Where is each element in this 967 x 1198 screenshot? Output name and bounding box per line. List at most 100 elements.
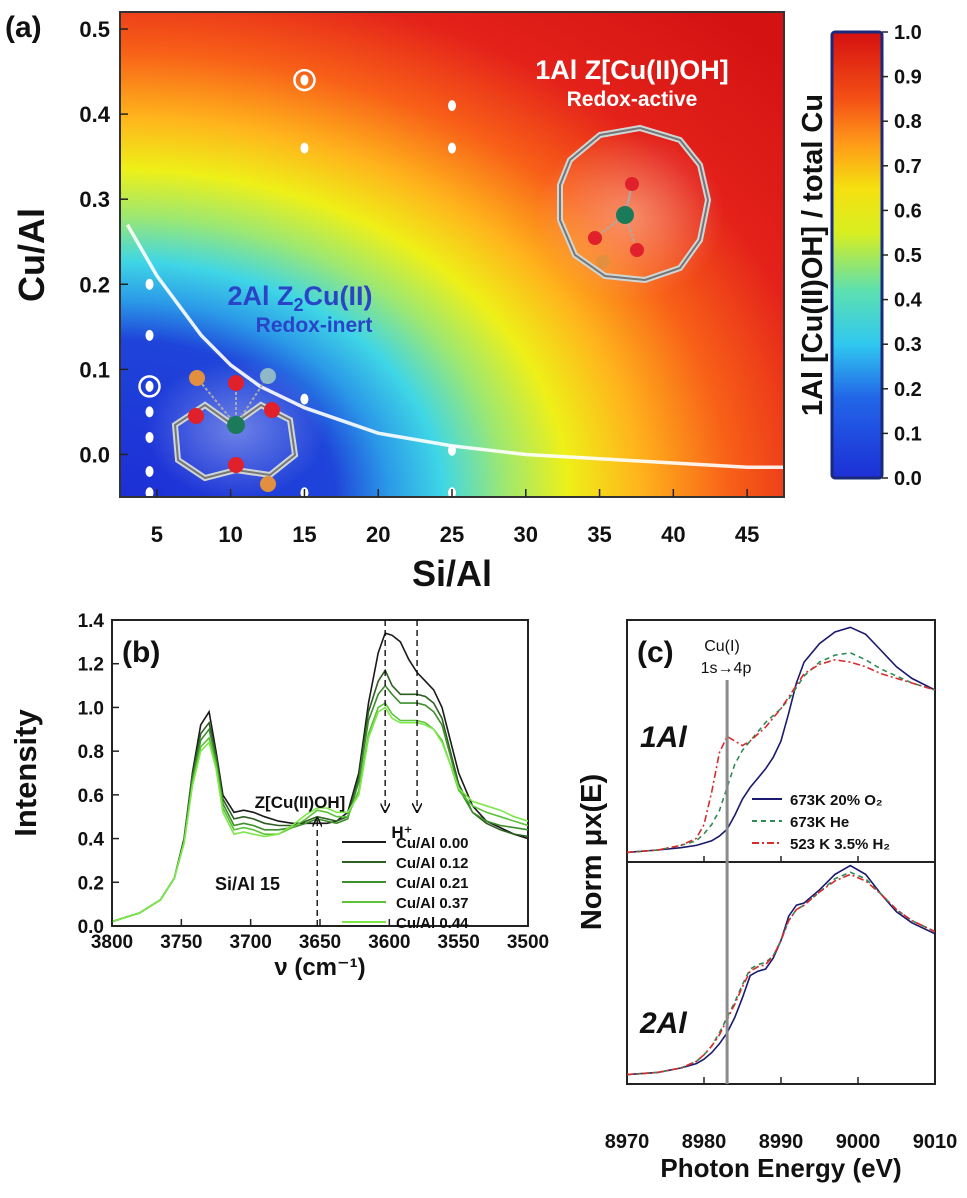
- panel-c: 8970 8980 8990 9000 9010 (c) Cu(I) 1s→4p 1Al…: [576, 619, 958, 1183]
- x-tick-label: 3650: [299, 932, 341, 953]
- data-point: [300, 74, 309, 86]
- data-point: [145, 465, 154, 477]
- ir-axes: 3800 3750 3700 3650 3600 3550 3500 0.0 0.2 0.4 0.6…: [78, 611, 550, 953]
- colorbar-label: 1Al [Cu(II)OH] / total Cu: [797, 94, 829, 416]
- redox-inert-subtitle: Redox-inert: [256, 314, 373, 337]
- legend-label: 673K He: [790, 814, 849, 831]
- data-point: [145, 487, 154, 497]
- y-tick-label: 0.3: [79, 187, 110, 212]
- legend-label: Cu/Al 0.21: [396, 875, 469, 892]
- x-tick-label: 8990: [759, 1131, 804, 1153]
- x-tick-label: 3800: [91, 932, 133, 953]
- redox-inert-title-subscript: 2: [294, 295, 304, 315]
- y-tick-label: 1.4: [78, 611, 105, 632]
- legend-label: Cu/Al 0.44: [396, 915, 469, 932]
- legend-label: Cu/Al 0.12: [396, 855, 469, 872]
- panel-c-label: (c): [637, 636, 674, 669]
- panel-a-label: (a): [5, 11, 42, 44]
- x-tick-label: 3750: [160, 932, 202, 953]
- colorbar-tick-label: 0.7: [894, 156, 922, 178]
- y-tick-label: 0.2: [78, 873, 104, 894]
- xanes-series-line: [627, 626, 935, 854]
- colorbar-tick-label: 0.3: [894, 334, 922, 356]
- panel-a: 5 10 15 20 25 30 35 40 450.00.10.20.30.40.5 (a) …: [5, 11, 785, 594]
- circled-point: [293, 68, 316, 92]
- redox-active-title: 1Al Z[Cu(II)OH]: [535, 55, 728, 85]
- y-tick-label: 0.4: [79, 102, 110, 127]
- redox-inert-title-prefix: 2Al Z: [227, 281, 293, 311]
- zcuoh-annotation: Z[Cu(II)OH]: [255, 793, 346, 812]
- xanes-x-axis-label: Photon Energy (eV): [660, 1153, 901, 1183]
- panel-b-label: (b): [122, 636, 160, 669]
- heatmap-y-axis-label: Cu/Al: [11, 208, 52, 302]
- x-tick-label: 10: [218, 522, 242, 547]
- colorbar: 1.0 0.9 0.8 0.7 0.6 0.5 0.4 0.3 0.2 0.1 0.0 1Al [C…: [797, 22, 923, 490]
- colorbar-tick-label: 0.6: [894, 200, 922, 222]
- heatmap-axes: 5 10 15 20 25 30 35 40 45 0.0 0.1 0.2 0.3 0.4 0.5: [79, 17, 759, 547]
- xanes-series-line: [627, 873, 935, 1076]
- x-tick-label: 45: [735, 522, 759, 547]
- circled-point: [138, 375, 161, 398]
- y-tick-label: 0.6: [78, 786, 104, 807]
- xanes-axes: 8970 8980 8990 9000 9010: [605, 680, 958, 1153]
- ir-series-line: [112, 684, 528, 923]
- data-point: [145, 380, 154, 392]
- colorbar-tick-label: 0.5: [894, 245, 922, 267]
- ir-y-axis-label: Intensity: [8, 709, 43, 837]
- x-tick-label: 3550: [438, 932, 480, 953]
- x-tick-label: 9010: [913, 1131, 958, 1153]
- subpanel-1al-label: 1Al: [640, 721, 687, 754]
- legend-label: 523 K 3.5% H₂: [790, 836, 890, 853]
- legend-label: Cu/Al 0.00: [396, 835, 469, 852]
- colorbar-tick-label: 1.0: [894, 22, 922, 44]
- y-tick-label: 0.5: [79, 17, 110, 42]
- x-tick-label: 15: [292, 522, 316, 547]
- redox-inert-title: 2Al Z2Cu(II): [227, 281, 372, 315]
- x-tick-label: 30: [514, 522, 538, 547]
- xanes-bottom-frame: [626, 861, 936, 1085]
- panel-b: 3800 3750 3700 3650 3600 3550 3500 0.0 0.2 0.4 0.6…: [8, 611, 549, 981]
- y-tick-label: 1.0: [78, 698, 104, 719]
- x-tick-label: 3500: [507, 932, 549, 953]
- colorbar-tick-label: 0.9: [894, 67, 922, 89]
- xanes-1al-plot-area: [627, 626, 935, 854]
- ir-series-line: [112, 668, 528, 923]
- x-tick-label: 8970: [605, 1131, 650, 1153]
- ir-legend: Cu/Al 0.00 Cu/Al 0.12 Cu/Al 0.21 Cu/Al 0.37…: [342, 835, 469, 932]
- x-tick-label: 8980: [682, 1131, 727, 1153]
- redox-active-molecule-illustration: [535, 124, 725, 300]
- legend-label: Cu/Al 0.37: [396, 895, 469, 912]
- redox-active-subtitle: Redox-active: [567, 88, 698, 111]
- cu1-label-line1: Cu(I): [704, 638, 740, 655]
- xanes-series-line: [627, 651, 935, 854]
- colorbar-tick-label: 0.2: [894, 379, 922, 401]
- x-tick-label: 20: [366, 522, 390, 547]
- ir-series-line: [112, 706, 528, 923]
- x-tick-label: 3600: [368, 932, 410, 953]
- colorbar-ticks: 1.0 0.9 0.8 0.7 0.6 0.5 0.4 0.3 0.2 0.1 0.0: [882, 22, 923, 490]
- xanes-series-line: [627, 658, 935, 854]
- xanes-legend: 673K 20% O₂ 673K He 523 K 3.5% H₂: [752, 792, 890, 853]
- x-tick-label: 9000: [836, 1131, 881, 1153]
- data-point: [448, 444, 456, 456]
- xanes-series-line: [627, 864, 935, 1076]
- boundary-curve: [125, 223, 784, 469]
- x-tick-label: 3700: [230, 932, 272, 953]
- x-tick-label: 35: [587, 522, 611, 547]
- y-tick-label: 0.2: [79, 272, 110, 297]
- y-tick-label: 0.0: [78, 917, 104, 938]
- colorbar-tick-label: 0.8: [894, 111, 922, 133]
- data-point: [448, 100, 456, 112]
- h-plus-annotation: H⁺: [391, 823, 412, 842]
- y-tick-label: 1.2: [78, 655, 104, 676]
- cu1-label-line2: 1s→4p: [701, 660, 752, 677]
- data-point: [145, 329, 154, 341]
- heatmap-x-axis-label: Si/Al: [412, 553, 492, 594]
- colorbar-tick-label: 0.1: [894, 423, 922, 445]
- subpanel-2al-label: 2Al: [639, 1007, 687, 1040]
- data-point: [145, 278, 154, 290]
- colorbar-tick-label: 0.4: [894, 290, 923, 312]
- sial-annotation: Si/Al 15: [215, 874, 280, 894]
- colorbar-tick-label: 0.0: [894, 468, 922, 490]
- ir-x-axis-label: ν (cm⁻¹): [274, 954, 365, 981]
